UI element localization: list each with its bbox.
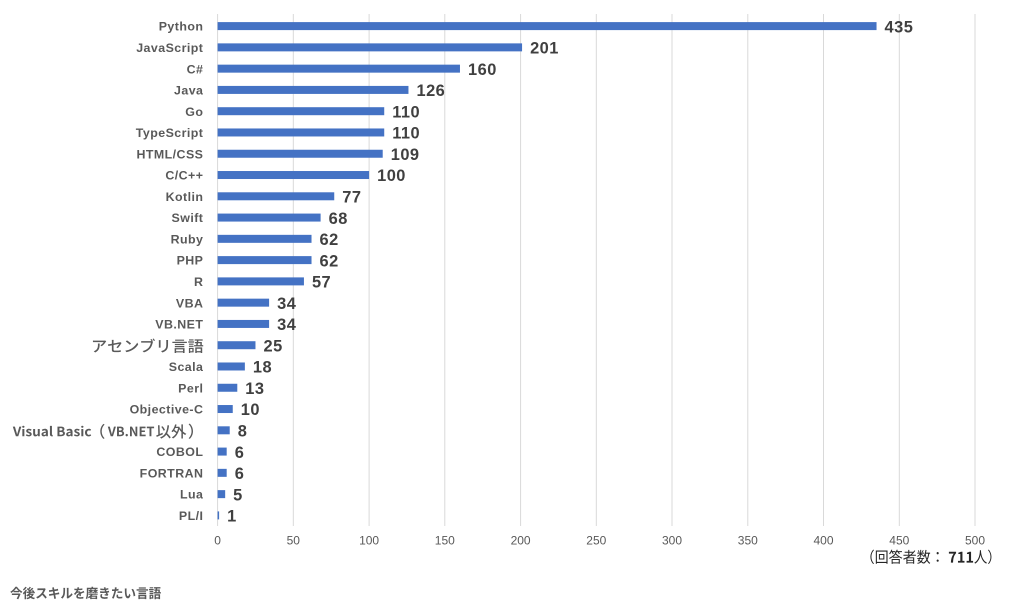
svg-text:150: 150 (435, 534, 455, 548)
svg-text:450: 450 (889, 534, 909, 548)
svg-text:Perl: Perl (178, 381, 203, 395)
svg-text:6: 6 (235, 465, 245, 483)
svg-text:Kotlin: Kotlin (166, 190, 204, 204)
svg-text:13: 13 (245, 380, 264, 398)
svg-text:110: 110 (392, 125, 420, 143)
svg-text:VB.NET: VB.NET (155, 318, 203, 332)
svg-text:6: 6 (235, 444, 245, 462)
svg-text:34: 34 (277, 316, 297, 334)
svg-text:34: 34 (277, 295, 297, 313)
svg-text:57: 57 (312, 274, 331, 292)
svg-text:109: 109 (391, 146, 420, 164)
svg-text:62: 62 (320, 231, 339, 249)
svg-text:Swift: Swift (172, 211, 204, 225)
svg-text:126: 126 (416, 82, 445, 100)
svg-text:435: 435 (885, 18, 914, 36)
svg-text:HTML/CSS: HTML/CSS (136, 147, 203, 161)
svg-text:C/C++: C/C++ (165, 169, 203, 183)
svg-text:500: 500 (965, 534, 985, 548)
svg-text:200: 200 (511, 534, 531, 548)
svg-text:Scala: Scala (169, 360, 204, 374)
svg-text:62: 62 (320, 252, 339, 270)
svg-text:10: 10 (241, 401, 260, 419)
svg-text:Go: Go (185, 105, 203, 119)
svg-text:COBOL: COBOL (156, 445, 203, 459)
svg-text:5: 5 (233, 486, 243, 504)
svg-text:Lua: Lua (180, 488, 203, 502)
svg-text:1: 1 (227, 508, 237, 526)
svg-text:18: 18 (253, 359, 272, 377)
svg-text:Objective-C: Objective-C (130, 403, 204, 417)
svg-text:R: R (194, 275, 203, 289)
svg-text:VBA: VBA (176, 296, 204, 310)
svg-text:68: 68 (329, 210, 348, 228)
svg-text:PL/I: PL/I (179, 509, 204, 523)
svg-text:350: 350 (738, 534, 758, 548)
svg-text:Java: Java (174, 84, 203, 98)
svg-text:8: 8 (238, 423, 248, 441)
svg-text:110: 110 (392, 103, 420, 121)
svg-text:Python: Python (159, 20, 204, 34)
svg-text:50: 50 (287, 534, 301, 548)
svg-text:201: 201 (530, 40, 559, 58)
svg-text:PHP: PHP (177, 254, 204, 268)
svg-text:C#: C# (187, 62, 204, 76)
svg-text:Ruby: Ruby (171, 232, 204, 246)
svg-text:FORTRAN: FORTRAN (140, 466, 204, 480)
svg-text:77: 77 (342, 188, 361, 206)
svg-text:25: 25 (263, 337, 282, 355)
svg-text:0: 0 (214, 534, 221, 548)
svg-text:100: 100 (377, 167, 406, 185)
svg-text:100: 100 (359, 534, 379, 548)
svg-text:400: 400 (813, 534, 833, 548)
svg-text:160: 160 (468, 61, 497, 79)
svg-text:TypeScript: TypeScript (136, 126, 204, 140)
svg-text:JavaScript: JavaScript (136, 41, 203, 55)
svg-text:250: 250 (586, 534, 606, 548)
svg-text:300: 300 (662, 534, 682, 548)
